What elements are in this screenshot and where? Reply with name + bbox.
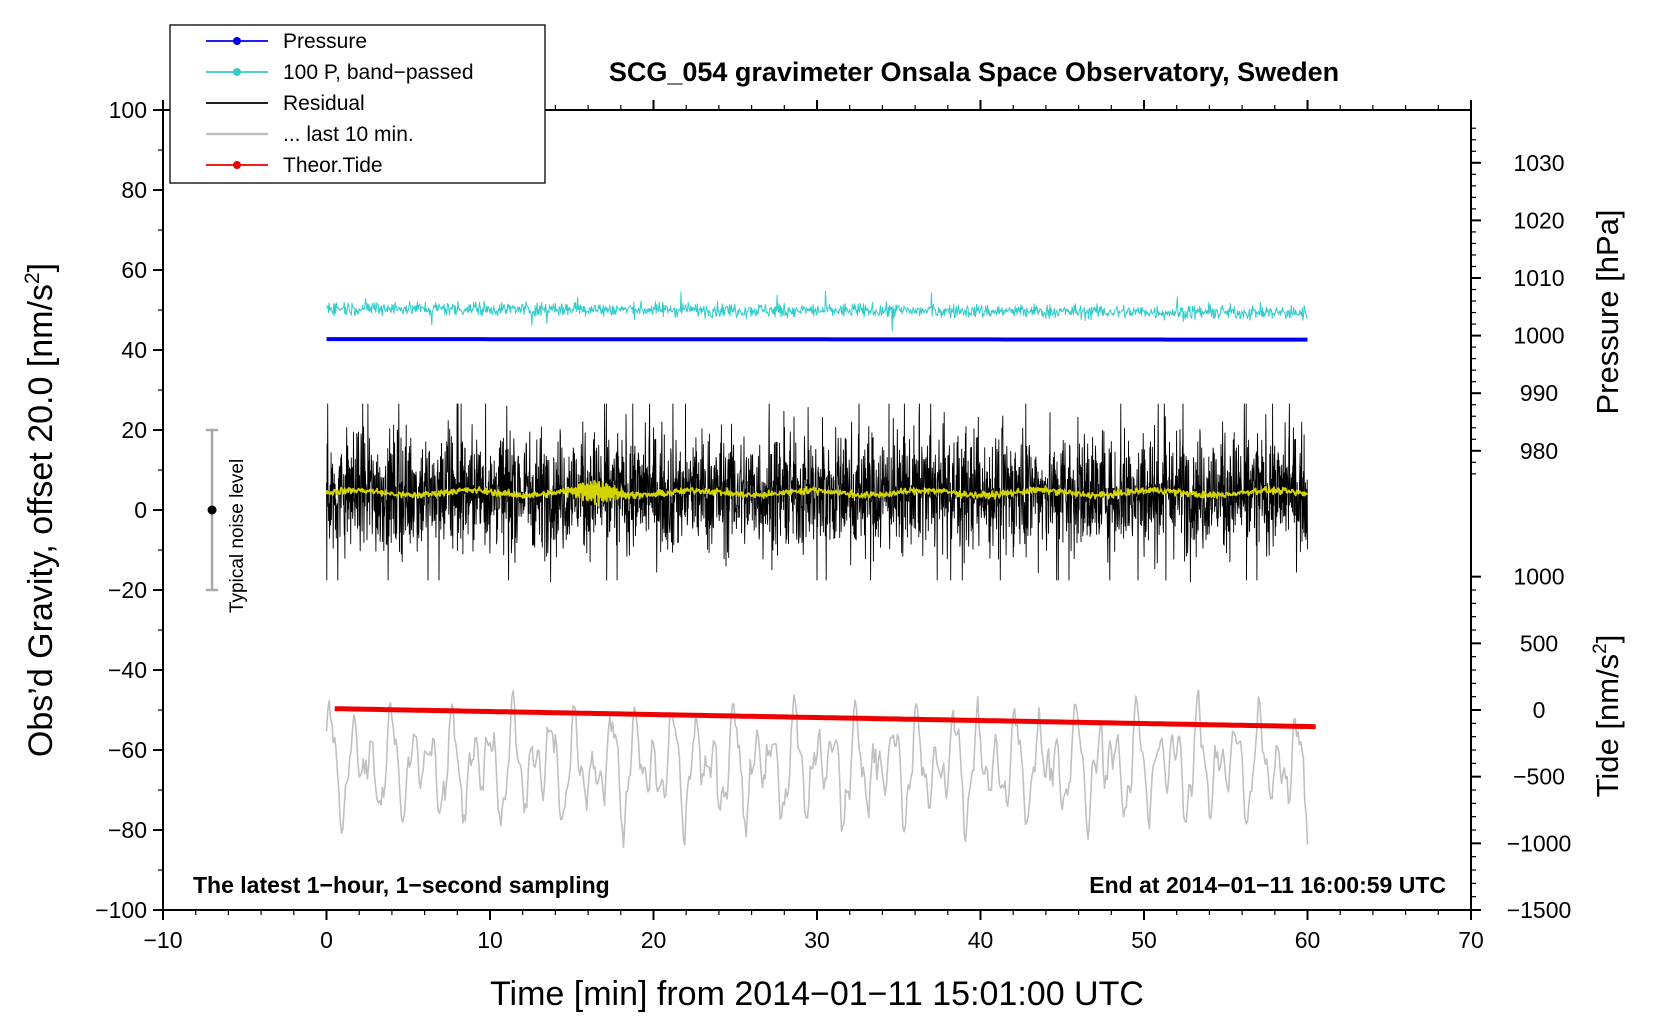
legend-item: Residual [206,92,365,115]
legend-item: ... last 10 min. [206,123,414,146]
tide-tick-label: −1500 [1507,897,1572,923]
legend-label: 100 P, band−passed [283,61,474,84]
pressure-tick-label: 1030 [1513,150,1564,176]
legend-item: Theor.Tide [206,154,383,177]
y-axis-tide-label: Tide [nm/s2] [1590,635,1625,798]
tide-tick-label: 0 [1533,697,1546,723]
y-axis-tide: −1500 −1000 −500 0 500 1000 [1471,564,1571,923]
tide-tick-label: −500 [1513,764,1565,790]
y-axis-left-label: Obs’d Gravity, offset 20.0 [nm/s2] [21,263,60,757]
y-tick-label: −60 [108,737,147,763]
y-axis-pressure: 980 990 1000 1010 1020 1030 [1471,127,1565,475]
y-axis-left-label-end: ] [22,263,60,272]
x-tick-label: 40 [968,927,994,953]
y-tick-label: 80 [121,177,147,203]
legend-item: Pressure [206,30,367,53]
pressure-tick-label: 1020 [1513,207,1564,233]
x-tick-label: 70 [1458,927,1484,953]
y-axis-left-label-sup: 2 [21,272,44,284]
annotation-end-time: End at 2014−01−11 16:00:59 UTC [1089,872,1446,898]
legend-item: 100 P, band−passed [206,61,474,84]
y-tick-label: 100 [109,97,147,123]
legend-label: ... last 10 min. [283,123,414,146]
tide-tick-label: 1000 [1513,564,1564,590]
legend-label: Residual [283,92,365,115]
tide-tick-label: −1000 [1507,830,1572,856]
legend-marker [233,161,241,169]
y-tick-label: 40 [121,337,147,363]
legend-label: Pressure [283,30,367,53]
series-layer [325,290,1316,849]
series-residual [326,403,1308,583]
pressure-tick-label: 1010 [1513,265,1564,291]
y-axis-left-label-main: Obs’d Gravity, offset 20.0 [nm/s [22,284,60,757]
x-tick-label: 60 [1295,927,1321,953]
series-theor-tide [334,706,1316,730]
legend-marker [233,68,241,76]
pressure-tick-label: 980 [1520,438,1558,464]
y-tick-label: 0 [134,497,147,523]
y-tick-label: −80 [108,817,147,843]
annotation-sampling: The latest 1−hour, 1−second sampling [193,872,610,898]
x-tick-label: 30 [804,927,830,953]
chart-title: SCG_054 gravimeter Onsala Space Observat… [609,57,1339,87]
series-smoothed-residual [325,479,1309,507]
y-axis-tide-label-end: ] [1590,635,1625,644]
x-axis-label: Time [min] from 2014−01−11 15:01:00 UTC [490,975,1144,1013]
y-axis-tide-label-main: Tide [nm/s [1590,654,1625,798]
y-axis-tide-label-sup: 2 [1590,643,1611,654]
legend-label: Theor.Tide [283,154,383,177]
y-axis-pressure-label: Pressure [hPa] [1590,209,1625,414]
x-tick-label: 50 [1131,927,1157,953]
pressure-tick-label: 990 [1520,380,1558,406]
x-tick-label: −10 [143,927,182,953]
y-axis-left: −100 −80 −60 −40 −20 0 20 40 60 80 100 [95,97,163,923]
y-tick-label: −20 [108,577,147,603]
series-band-passed-pressure [326,290,1308,332]
x-tick-label: 10 [477,927,503,953]
y-tick-label: 60 [121,257,147,283]
series-pressure [326,337,1308,342]
noise-level-label: Typical noise level [227,459,248,613]
noise-level-bar [206,428,219,592]
x-tick-label: 0 [320,927,333,953]
y-tick-label: −40 [108,657,147,683]
noise-bar-center-dot [207,505,217,515]
tide-tick-label: 500 [1520,630,1558,656]
legend-box [169,24,546,184]
y-tick-label: −100 [95,897,147,923]
legend-marker [233,37,241,45]
y-tick-label: 20 [121,417,147,443]
x-axis: −10 0 10 20 30 40 50 60 70 [143,100,1484,953]
x-tick-label: 20 [641,927,667,953]
legend: Pressure 100 P, band−passed Residual ... la… [169,24,546,184]
pressure-tick-label: 1000 [1513,323,1564,349]
series-last-10-min [325,689,1309,849]
